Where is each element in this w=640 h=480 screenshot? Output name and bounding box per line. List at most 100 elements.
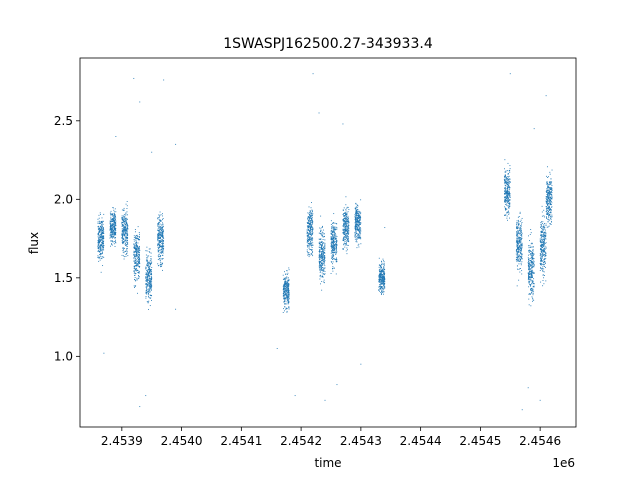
data-point [114, 233, 116, 235]
data-point [287, 280, 289, 282]
data-point [103, 256, 105, 258]
data-point [542, 250, 544, 251]
data-point [540, 251, 542, 253]
data-point [145, 268, 147, 270]
data-point [543, 225, 545, 227]
data-point [136, 255, 138, 257]
data-point [100, 240, 102, 242]
data-point [149, 305, 151, 307]
data-point [284, 282, 286, 284]
data-point [505, 184, 507, 186]
data-point [98, 240, 100, 242]
data-point [360, 199, 362, 201]
data-point [136, 248, 138, 250]
data-point [518, 241, 520, 243]
data-point [521, 255, 523, 257]
data-point [113, 232, 115, 233]
data-point [112, 207, 114, 209]
data-point [506, 192, 508, 194]
data-point [332, 230, 334, 232]
data-point [294, 395, 296, 397]
data-point [517, 259, 519, 261]
data-point [286, 276, 288, 278]
data-point [507, 170, 509, 172]
data-point [519, 255, 521, 257]
data-point [547, 193, 549, 195]
data-point [311, 210, 313, 212]
data-point [517, 251, 518, 253]
data-point [150, 274, 152, 276]
data-point [548, 192, 550, 194]
data-point [311, 222, 313, 224]
data-point [161, 238, 163, 240]
data-point [109, 225, 111, 227]
data-point [517, 236, 519, 238]
data-point [286, 284, 288, 286]
data-point [283, 277, 285, 279]
data-point [321, 253, 323, 255]
data-point [160, 226, 162, 227]
data-point [161, 235, 163, 237]
data-point [520, 256, 522, 258]
data-point [332, 257, 333, 258]
data-point [343, 236, 345, 238]
data-point [509, 181, 511, 183]
data-point [532, 294, 534, 296]
data-point [147, 261, 149, 263]
data-point [549, 200, 550, 202]
data-point [549, 187, 551, 188]
data-point [347, 227, 349, 229]
data-point [319, 264, 321, 266]
data-point [547, 206, 549, 208]
data-point [149, 280, 151, 282]
data-point [100, 225, 102, 227]
data-point [121, 231, 123, 233]
data-point [123, 247, 125, 249]
data-point [533, 291, 535, 293]
data-point [133, 77, 135, 79]
data-point [530, 250, 531, 252]
data-point [519, 271, 521, 273]
data-point [123, 247, 125, 249]
data-point [543, 253, 544, 255]
data-point [124, 241, 126, 243]
data-point [521, 250, 523, 252]
data-point [516, 225, 518, 227]
data-point [517, 249, 519, 251]
data-point [308, 243, 310, 245]
data-point [148, 275, 150, 277]
data-point [358, 211, 360, 213]
data-point [146, 250, 148, 252]
data-point [380, 288, 382, 290]
data-point [322, 258, 324, 259]
data-point [97, 242, 99, 244]
data-point [542, 241, 544, 243]
data-point [355, 234, 357, 236]
data-point [528, 274, 530, 276]
data-point [287, 298, 288, 300]
data-point [286, 274, 288, 275]
data-point [550, 182, 552, 184]
data-point [331, 228, 333, 230]
data-point [542, 285, 544, 287]
data-point [322, 259, 324, 261]
data-point [344, 240, 346, 242]
data-point [344, 222, 346, 224]
data-point [549, 199, 551, 201]
data-point [331, 238, 333, 240]
data-point [162, 223, 164, 225]
data-point [345, 223, 347, 225]
data-point [124, 216, 125, 218]
data-point [505, 196, 507, 198]
data-point [542, 245, 544, 247]
data-point [158, 217, 160, 219]
data-point [133, 253, 135, 255]
data-point [527, 272, 529, 274]
data-point [546, 210, 548, 211]
data-point [311, 236, 313, 238]
data-point [541, 245, 543, 247]
data-point [547, 191, 549, 193]
data-point [509, 202, 511, 204]
data-point [134, 274, 136, 276]
data-point [138, 260, 140, 262]
